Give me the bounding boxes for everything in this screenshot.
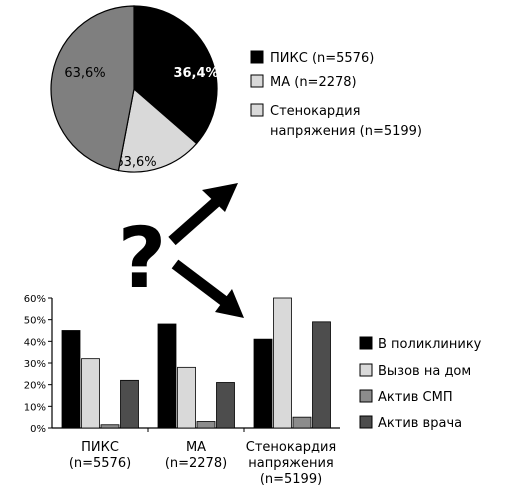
bar-legend-label-2: Вызов на дом	[378, 364, 471, 379]
bar-2-2	[177, 366, 196, 429]
bar-legend-label-4: Актив врача	[378, 416, 462, 431]
pie-slice-2	[117, 87, 198, 173]
pie-legend-label-3: напряжения (n=5199)	[270, 124, 422, 139]
bar-3-3	[292, 416, 312, 429]
pie-legend-swatch-1	[250, 50, 264, 64]
bar-4-2	[216, 382, 235, 429]
y-tick-label: 30%	[24, 359, 46, 370]
x-category-label-1: ПИКС	[81, 440, 119, 455]
bar-legend: В поликлинику Вызов на дом Актив СМП Актив …	[359, 336, 482, 431]
arrow-down-head	[215, 289, 244, 318]
x-category-label-3: (n=5199)	[260, 472, 322, 487]
pie-legend-label-3: Стенокардия	[270, 104, 360, 119]
arrow-up-head	[202, 183, 238, 212]
bar-2-1	[81, 358, 100, 429]
pie-slice-1	[133, 5, 218, 145]
question-mark: ?	[118, 209, 167, 307]
bar-1-2	[157, 323, 177, 429]
pie-slice-3	[50, 5, 135, 172]
pie-slice-label-3: 63,6%	[64, 66, 105, 81]
bar-legend-swatch-2	[359, 363, 373, 377]
bar-3-2	[196, 421, 216, 429]
arrow-down-shaft	[171, 259, 232, 309]
bar-3-1	[100, 424, 120, 429]
bar-1-1	[61, 330, 81, 429]
pie-legend-label-2: МА (n=2278)	[270, 75, 357, 90]
y-tick-label: 10%	[24, 402, 46, 413]
bar-legend-label-3: Актив СМП	[378, 390, 453, 405]
bar-4-3	[312, 321, 331, 429]
pie-legend-swatch-2	[250, 74, 264, 88]
connector: ?	[118, 183, 244, 318]
x-category-label-2: (n=2278)	[165, 456, 227, 471]
bar-4-1	[120, 379, 139, 429]
pie-slice-label-1: 36,4%	[173, 66, 218, 81]
pie-legend-label-1: ПИКС (n=5576)	[270, 51, 374, 66]
bar-2-3	[273, 297, 292, 429]
pie-legend-swatch-3	[250, 103, 264, 117]
y-tick-label: 50%	[24, 316, 46, 327]
x-category-label-3: напряжения	[248, 456, 334, 471]
bar-legend-swatch-4	[359, 415, 373, 429]
y-tick-label: 60%	[24, 294, 46, 305]
pie-legend: ПИКС (n=5576) МА (n=2278) Стенокардия напря…	[250, 50, 422, 139]
pie-slice-label-2: 63,6%	[115, 155, 156, 170]
bar-legend-swatch-1	[359, 336, 373, 350]
y-tick-label: 40%	[24, 337, 46, 348]
x-category-label-2: МА	[186, 440, 206, 455]
bar-chart: 0% 10% 20% 30% 40% 50% 60% ПИКС(n=5576) МА(n=227…	[24, 294, 340, 487]
pie-chart: 36,4% 63,6% 63,6%	[50, 5, 219, 173]
y-tick-label: 20%	[24, 381, 46, 392]
x-category-label-3: Стенокардия	[246, 440, 336, 455]
bar-legend-label-1: В поликлинику	[378, 337, 482, 352]
bar-legend-swatch-3	[359, 389, 373, 403]
bar-1-3	[253, 338, 273, 429]
x-category-label-1: (n=5576)	[69, 456, 131, 471]
y-tick-label: 0%	[30, 424, 46, 435]
